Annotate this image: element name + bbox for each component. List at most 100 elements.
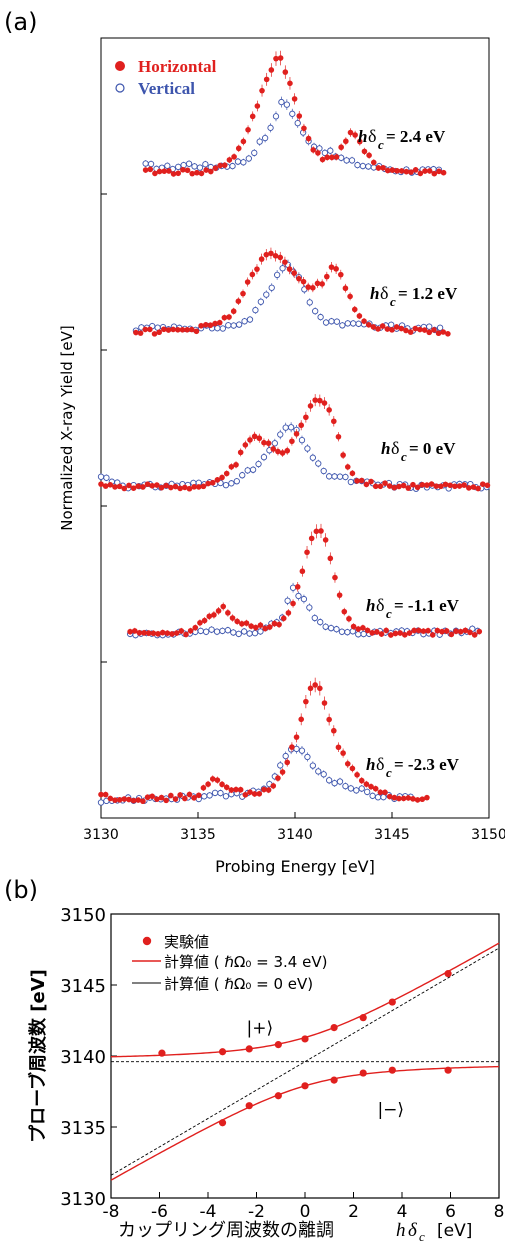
- horizontal-data-point: [163, 482, 169, 489]
- horizontal-data-point: [471, 632, 478, 638]
- horizontal-data-point: [280, 615, 287, 622]
- branch-plus-label: |+⟩: [247, 1018, 274, 1038]
- horizontal-data-point: [195, 792, 202, 799]
- vertical-data-point: [222, 481, 230, 489]
- horizontal-data-point: [212, 320, 218, 327]
- a-xtick-label: 3140: [277, 827, 313, 843]
- horizontal-data-point: [346, 615, 352, 622]
- b-xtick-label: -6: [151, 1202, 168, 1222]
- a-xtick-label: 3145: [374, 827, 410, 843]
- horizontal-data-point: [383, 627, 389, 634]
- vertical-data-point: [298, 437, 306, 444]
- vertical-data-point: [348, 157, 356, 164]
- horizontal-data-point: [251, 791, 258, 797]
- panel-b-ticks: -8 -6 -4 -2 0 2 4 6 8 3130 3135 3140 3145 3150: [60, 905, 504, 1222]
- vertical-data-point: [201, 793, 208, 800]
- experimental-point: [388, 1066, 396, 1074]
- vertical-data-point: [219, 325, 226, 332]
- vertical-data-point: [289, 584, 297, 591]
- horizontal-data-point: [456, 483, 463, 489]
- horizontal-data-point: [369, 630, 376, 636]
- vertical-data-point: [322, 319, 330, 326]
- vertical-data-point: [103, 474, 110, 481]
- horizontal-data-point: [251, 433, 258, 440]
- horizontal-data-point: [223, 784, 230, 791]
- vertical-data-point: [164, 162, 171, 169]
- horizontal-data-point: [304, 549, 310, 556]
- horizontal-data-point: [355, 626, 362, 632]
- spectrum-label-h: h: [366, 596, 375, 615]
- vertical-data-point: [196, 164, 204, 171]
- horizontal-data-point: [313, 528, 320, 535]
- horizontal-data-point: [484, 482, 491, 489]
- horizontal-data-point: [282, 259, 288, 265]
- horizontal-data-point: [445, 330, 451, 337]
- horizontal-data-point: [417, 326, 423, 333]
- horizontal-data-point: [136, 630, 143, 636]
- horizontal-data-point: [319, 156, 326, 163]
- vertical-data-point: [245, 155, 252, 162]
- horizontal-data-point: [341, 608, 348, 615]
- horizontal-data-point: [331, 418, 337, 425]
- vertical-data-point: [370, 164, 377, 171]
- horizontal-data-point: [382, 480, 388, 486]
- vertical-data-point: [246, 316, 254, 323]
- horizontal-data-point: [161, 168, 168, 174]
- svg-text:h: h: [396, 1220, 406, 1241]
- horizontal-data-point: [289, 438, 295, 445]
- horizontal-data-point: [400, 482, 407, 489]
- horizontal-data-point: [249, 271, 256, 278]
- spectrum-label-h: h: [370, 284, 379, 303]
- horizontal-data-point: [377, 789, 384, 796]
- horizontal-data-point: [408, 169, 414, 175]
- vertical-data-point: [268, 284, 275, 291]
- horizontal-data-point: [375, 326, 381, 332]
- horizontal-data-point: [189, 170, 195, 177]
- vertical-data-point: [317, 313, 324, 321]
- horizontal-data-point: [406, 630, 413, 636]
- vertical-data-point: [252, 306, 259, 314]
- horizontal-data-point: [396, 483, 402, 490]
- horizontal-data-point: [305, 284, 311, 290]
- vertical-data-point: [342, 782, 349, 790]
- vertical-data-point: [240, 159, 247, 166]
- vertical-data-point: [344, 320, 351, 327]
- horizontal-data-point: [231, 153, 237, 160]
- horizontal-data-point: [351, 306, 358, 313]
- horizontal-data-point: [321, 700, 328, 706]
- horizontal-data-point: [384, 167, 391, 174]
- horizontal-data-point: [259, 87, 265, 94]
- horizontal-data-point: [170, 171, 177, 177]
- horizontal-data-point: [354, 478, 360, 484]
- a-xtick-label: 3150: [471, 827, 505, 843]
- horizontal-data-point: [337, 271, 344, 278]
- horizontal-data-point: [414, 797, 421, 803]
- horizontal-data-point: [186, 485, 193, 492]
- vertical-data-point: [312, 307, 319, 315]
- vertical-data-point: [97, 473, 105, 480]
- spectrum-label-sub: c: [378, 137, 384, 152]
- legend-b-calc34-label: 計算値 ( ℏΩ₀ = 3.4 eV): [164, 953, 327, 971]
- horizontal-data-point: [438, 483, 444, 490]
- horizontal-data-point: [133, 329, 139, 336]
- vertical-data-point: [234, 158, 242, 165]
- b-ytick-label: 3130: [60, 1189, 106, 1210]
- horizontal-data-point: [150, 630, 157, 637]
- horizontal-data-point: [214, 777, 221, 783]
- horizontal-data-point: [414, 484, 421, 491]
- vertical-data-point: [358, 785, 365, 792]
- horizontal-data-point: [303, 414, 309, 421]
- horizontal-data-point: [307, 685, 314, 692]
- horizontal-data-point: [315, 150, 321, 156]
- spectrum-label-value: = 0 eV: [409, 439, 456, 458]
- horizontal-data-point: [299, 568, 306, 575]
- horizontal-data-point: [461, 482, 467, 488]
- horizontal-data-point: [322, 537, 329, 543]
- horizontal-data-point: [310, 285, 316, 291]
- vertical-data-point: [306, 604, 313, 611]
- vertical-data-point: [255, 460, 262, 468]
- horizontal-data-point: [424, 482, 430, 488]
- horizontal-data-point: [434, 627, 441, 634]
- vertical-data-point: [229, 162, 236, 170]
- horizontal-data-point: [364, 627, 371, 634]
